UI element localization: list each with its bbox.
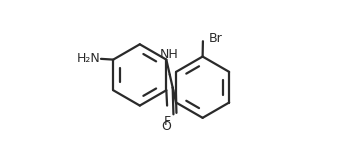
Text: NH: NH [160,48,178,61]
Text: O: O [162,120,171,133]
Text: F: F [163,115,171,128]
Text: Br: Br [209,32,223,45]
Text: H₂N: H₂N [76,52,100,65]
